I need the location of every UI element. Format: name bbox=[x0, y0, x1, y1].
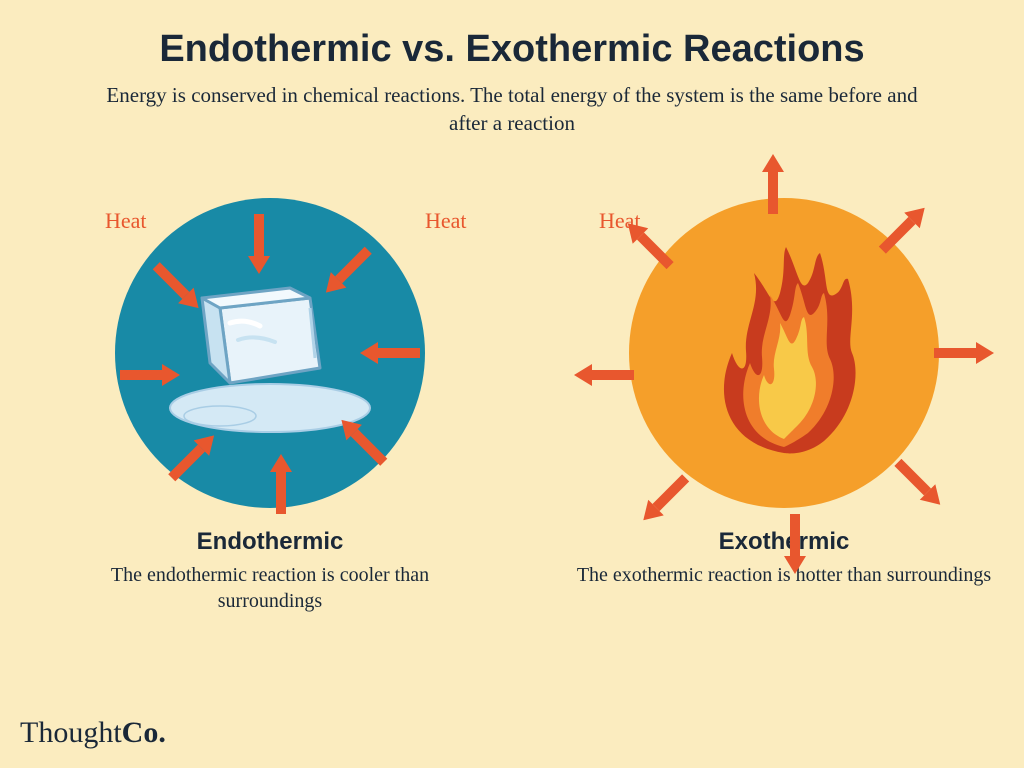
panels-row: HeatHeat Endothermic The endothermic rea… bbox=[0, 138, 1024, 614]
heat-label: Heat bbox=[105, 208, 147, 234]
heat-arrow-icon bbox=[248, 214, 270, 274]
brand-part1: Thought bbox=[20, 716, 122, 749]
heat-arrow-icon bbox=[890, 454, 948, 512]
endo-desc: The endothermic reaction is cooler than … bbox=[60, 562, 480, 614]
heat-arrow-icon bbox=[120, 364, 180, 386]
heat-arrow-icon bbox=[934, 342, 994, 364]
endo-circle-wrap: HeatHeat bbox=[115, 198, 425, 508]
heat-arrow-icon bbox=[574, 364, 634, 386]
brand-logo: ThoughtCo. bbox=[20, 716, 166, 750]
heat-arrow-icon bbox=[270, 454, 292, 514]
endothermic-panel: HeatHeat Endothermic The endothermic rea… bbox=[60, 168, 480, 614]
heat-arrow-icon bbox=[636, 470, 694, 528]
exo-circle-wrap: Heat bbox=[629, 198, 939, 508]
endo-title: Endothermic bbox=[60, 528, 480, 556]
heat-label: Heat bbox=[425, 208, 467, 234]
heat-arrow-icon bbox=[762, 154, 784, 214]
flame-icon bbox=[704, 243, 864, 463]
heat-label: Heat bbox=[599, 208, 641, 234]
exothermic-panel: Heat Exothermic The exothermic reaction … bbox=[574, 168, 994, 614]
page-subtitle: Energy is conserved in chemical reaction… bbox=[102, 81, 922, 138]
heat-arrow-icon bbox=[875, 200, 933, 258]
brand-part2: Co. bbox=[122, 716, 166, 749]
page-title: Endothermic vs. Exothermic Reactions bbox=[0, 0, 1024, 71]
heat-arrow-icon bbox=[360, 342, 420, 364]
heat-arrow-icon bbox=[784, 514, 806, 574]
